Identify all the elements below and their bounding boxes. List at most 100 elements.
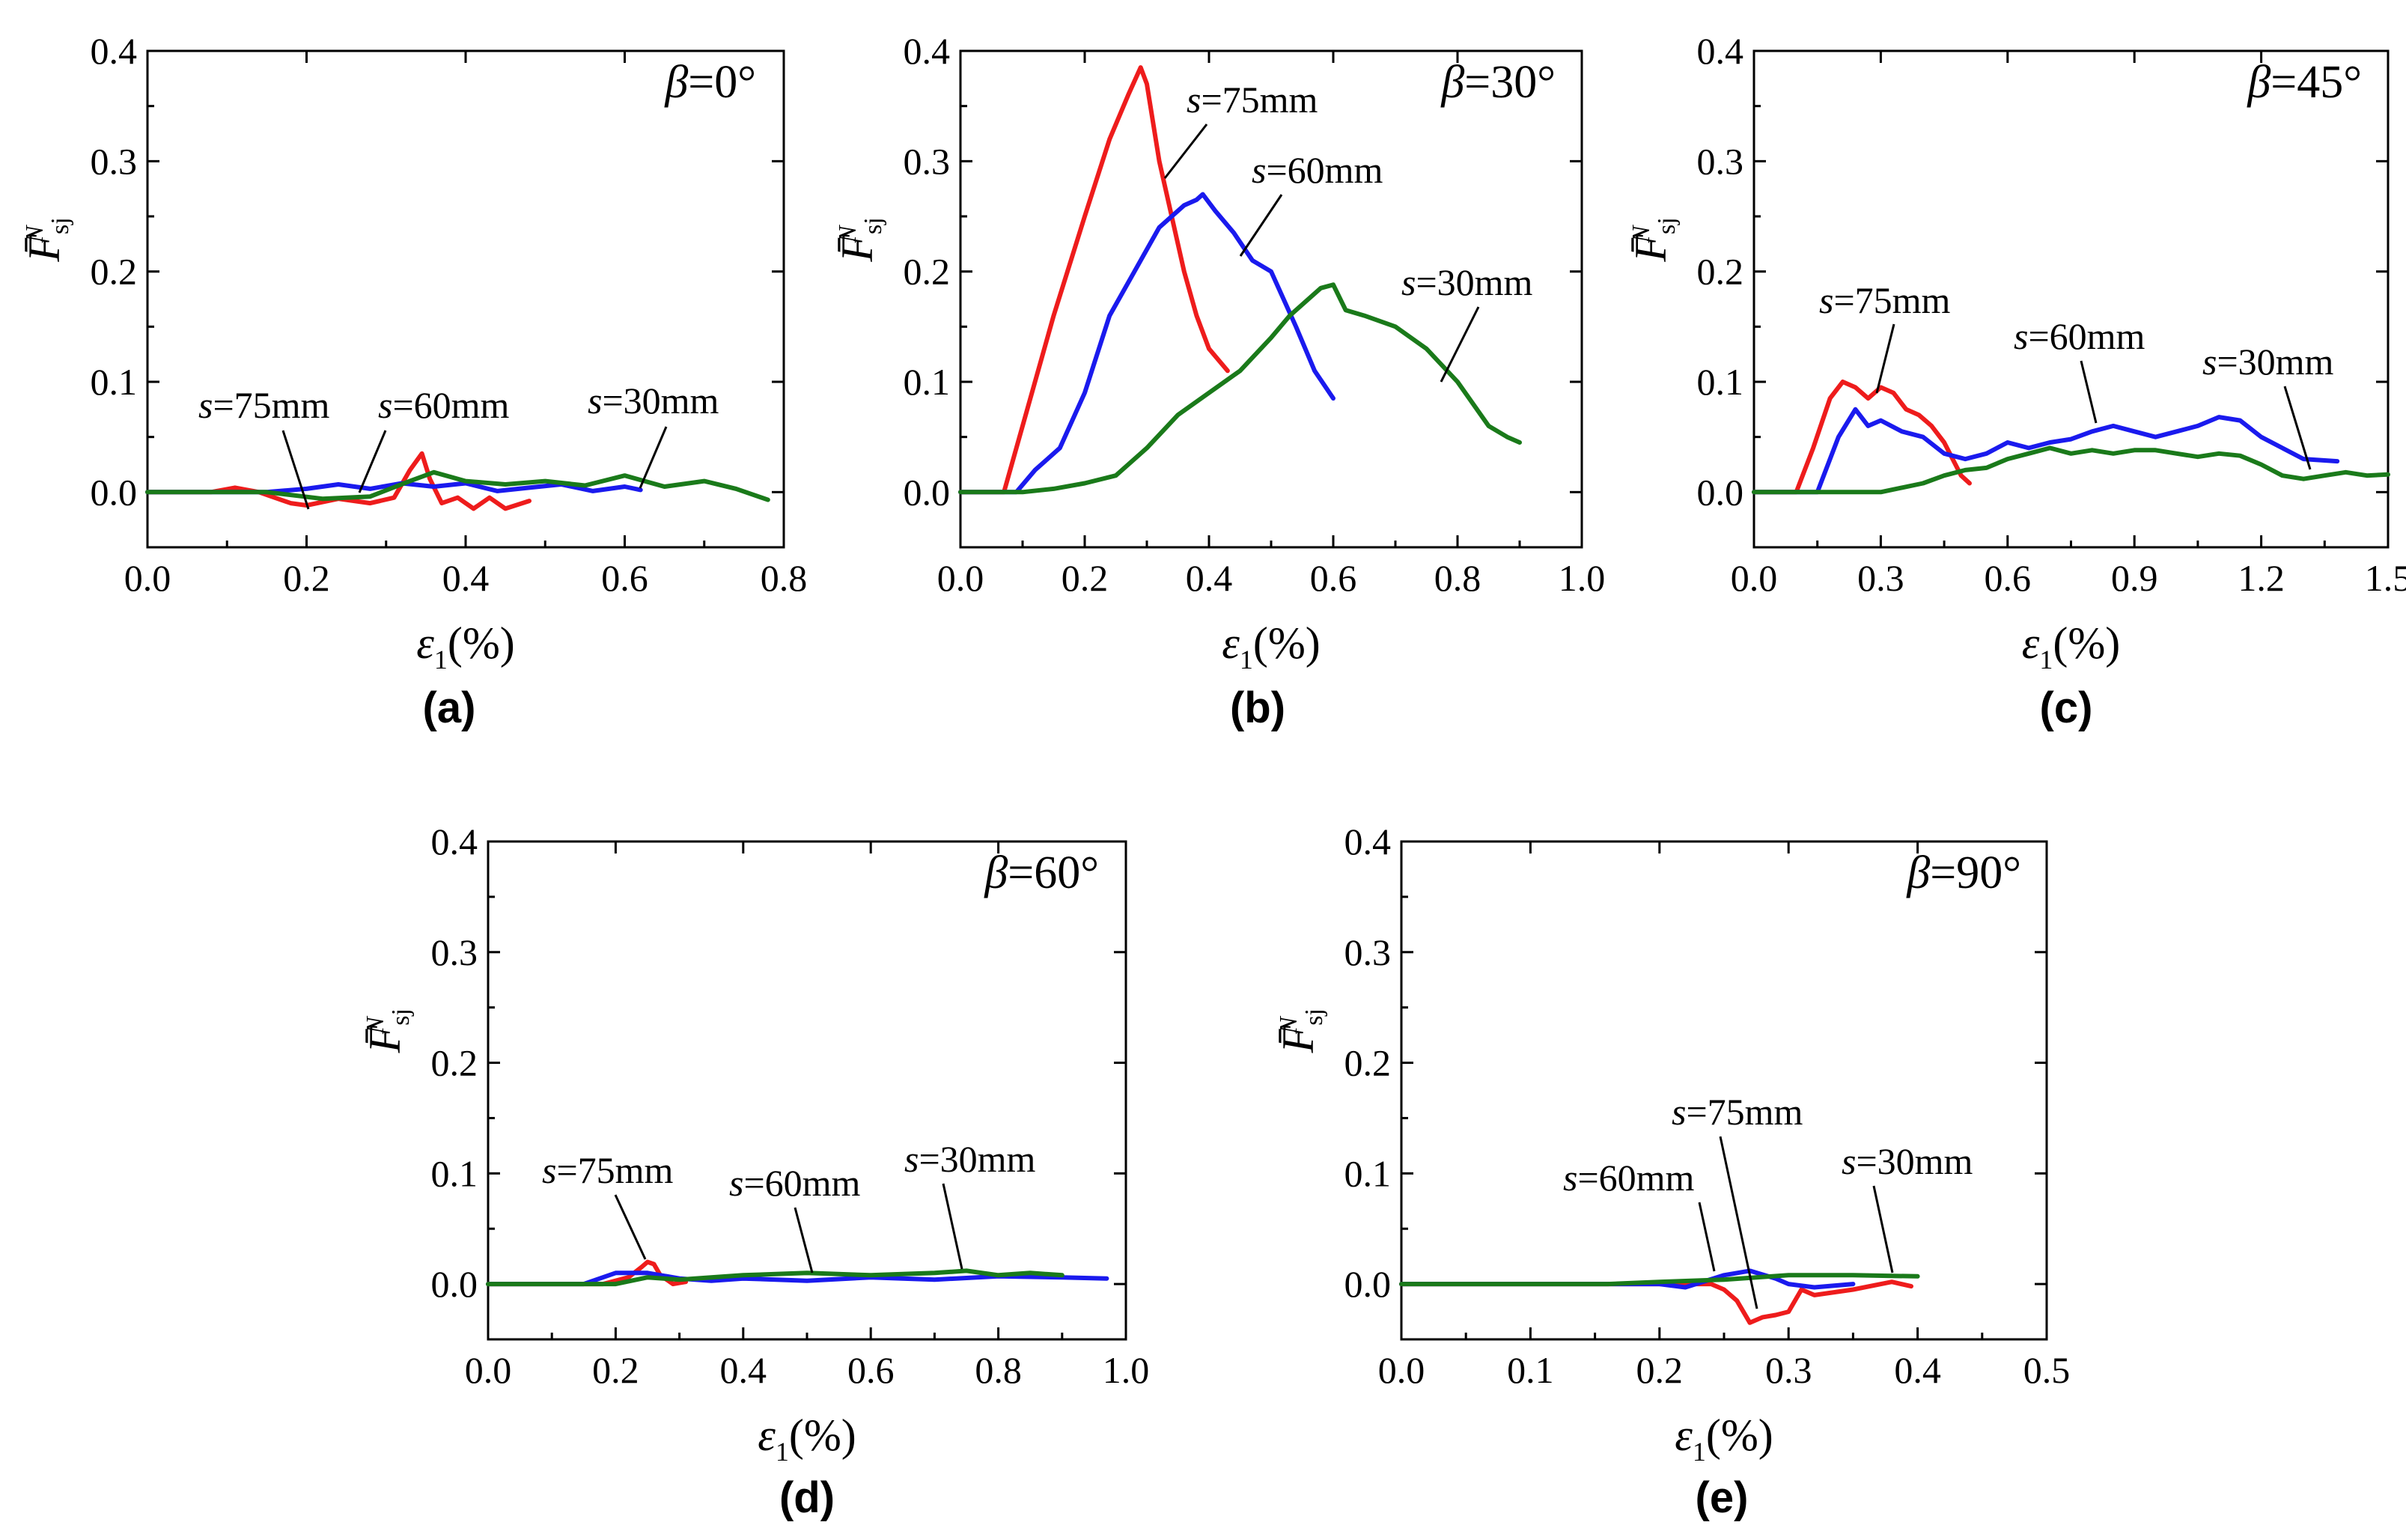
x-tick-label: 0.1 [1507,1349,1554,1391]
x-tick-label: 1.0 [1103,1349,1150,1391]
y-axis-label: F̄sjN [19,217,74,262]
annotation-leader-line [942,1183,963,1270]
chart-panel-d: 0.0 0.2 0.4 0.6 0.8 1.0 0.0 0.1 0.2 0.3 0.4 ε1(%) F̄… [360,821,1149,1522]
annotation-leader-line [1698,1202,1716,1272]
x-tick-label: 0.6 [847,1349,895,1391]
chart-panel-a: 0.0 0.2 0.4 0.6 0.8 0.0 0.1 0.2 0.3 0.4 ε1(%) F̄sjN… [19,30,807,732]
annotation-leader-line [1872,1185,1894,1273]
x-tick-label: 0.0 [1378,1349,1425,1391]
series-annotation-s30mm: s=30mm [1401,261,1533,303]
y-tick-label: 0.4 [431,821,478,862]
annotation-leader-line [1163,124,1208,179]
y-tick-label: 0.4 [1697,30,1744,72]
x-tick-label: 0.0 [1731,557,1778,599]
annotation-leader-line [794,1207,814,1273]
x-tick-label: 0.0 [937,557,984,599]
chart-panel-e: 0.0 0.1 0.2 0.3 0.4 0.5 0.0 0.1 0.2 0.3 0.4 ε1(%) F̄… [1273,821,2070,1522]
subfigure-label: (d) [779,1473,835,1522]
series-line-s75mm [1752,380,1972,495]
y-tick-label: 0.2 [1344,1042,1392,1084]
x-tick-label: 1.2 [2238,557,2285,599]
annotation-leader-line [358,430,387,493]
beta-title: β=60° [984,847,1099,898]
x-tick-label: 0.2 [592,1349,639,1391]
beta-title: β=45° [2247,57,2362,108]
series-annotation-s75mm: s=75mm [1187,79,1318,121]
plot-frame [487,840,1127,1341]
series-line-s60mm [1752,407,2340,495]
series-annotation-s60mm: s=60mm [729,1162,861,1204]
annotation-leader-line [1719,1136,1758,1309]
x-tick-label: 0.3 [1765,1349,1812,1391]
series-line-s30mm [958,282,1522,495]
x-tick-label: 0.0 [124,557,171,599]
y-tick-label: 0.3 [1344,931,1392,973]
series-annotation-s60mm: s=60mm [378,384,510,426]
x-tick-label: 0.4 [1186,557,1233,599]
y-tick-label: 0.1 [1344,1152,1392,1194]
y-axis-label: F̄sjN [1626,217,1681,262]
series-line-s30mm [1399,1273,1920,1287]
series-annotation-s75mm: s=75mm [542,1149,674,1191]
series-annotation-s75mm: s=75mm [198,384,330,426]
subfigure-label: (a) [423,684,476,732]
subfigure-label: (e) [1696,1473,1749,1522]
y-tick-label: 0.4 [904,30,951,72]
series-annotation-s30mm: s=30mm [2202,341,2334,383]
series-line-s75mm [1399,1279,1913,1325]
chart-panel-b: 0.0 0.2 0.4 0.6 0.8 1.0 0.0 0.1 0.2 0.3 0.4 ε1(%) F̄… [832,30,1605,732]
annotation-leader-line [639,426,668,489]
y-tick-label: 0.1 [1697,361,1744,403]
y-tick-label: 0.2 [904,251,951,293]
x-tick-label: 0.0 [465,1349,512,1391]
y-tick-label: 0.3 [904,140,951,182]
y-tick-label: 0.1 [431,1152,478,1194]
x-tick-label: 0.2 [1636,1349,1684,1391]
series-annotation-s75mm: s=75mm [1819,279,1951,321]
y-tick-label: 0.0 [1697,471,1744,513]
x-tick-label: 1.0 [1559,557,1606,599]
x-tick-label: 0.8 [761,557,808,599]
y-axis-label: F̄sjN [832,217,887,262]
y-tick-label: 0.1 [91,361,138,403]
x-tick-label: 0.6 [1985,557,2032,599]
series-annotation-s75mm: s=75mm [1672,1091,1803,1133]
y-tick-label: 0.2 [431,1042,478,1084]
series-line-s30mm [145,469,770,502]
annotation-leader-line [2283,386,2312,470]
x-tick-label: 0.3 [1857,557,1904,599]
x-axis-label: ε1(%) [758,1410,856,1467]
annotation-leader-line [281,430,310,510]
x-axis-label: ε1(%) [2022,618,2121,675]
x-tick-label: 0.4 [442,557,490,599]
beta-title: β=0° [664,57,756,108]
x-tick-label: 1.5 [2365,557,2406,599]
x-tick-label: 0.4 [720,1349,767,1391]
annotation-leader-line [1239,194,1283,257]
y-tick-label: 0.3 [431,931,478,973]
beta-title: β=30° [1440,57,1556,108]
y-tick-label: 0.0 [91,471,138,513]
series-annotation-s30mm: s=30mm [588,380,719,421]
y-tick-label: 0.2 [91,251,138,293]
y-tick-label: 0.0 [904,471,951,513]
chart-panel-c: 0.0 0.3 0.6 0.9 1.2 1.5 0.0 0.1 0.2 0.3 0.4 ε1(%) F̄… [1626,30,2406,732]
x-tick-label: 0.2 [283,557,330,599]
annotation-leader-line [2080,360,2098,424]
y-axis-label: F̄sjN [360,1008,415,1053]
y-tick-label: 0.4 [91,30,138,72]
series-annotation-s30mm: s=30mm [1842,1140,1973,1182]
annotation-leader-line [614,1194,647,1260]
x-tick-label: 0.8 [1434,557,1481,599]
beta-title: β=90° [1906,847,2021,898]
y-tick-label: 0.4 [1344,821,1392,862]
x-tick-label: 0.4 [1894,1349,1941,1391]
series-line-s30mm [486,1268,1065,1287]
y-tick-label: 0.2 [1697,251,1744,293]
y-tick-label: 0.0 [1344,1263,1392,1305]
x-tick-label: 0.6 [601,557,648,599]
x-axis-label: ε1(%) [1675,1410,1773,1467]
series-annotation-s60mm: s=60mm [1252,149,1383,191]
x-tick-label: 0.9 [2111,557,2158,599]
